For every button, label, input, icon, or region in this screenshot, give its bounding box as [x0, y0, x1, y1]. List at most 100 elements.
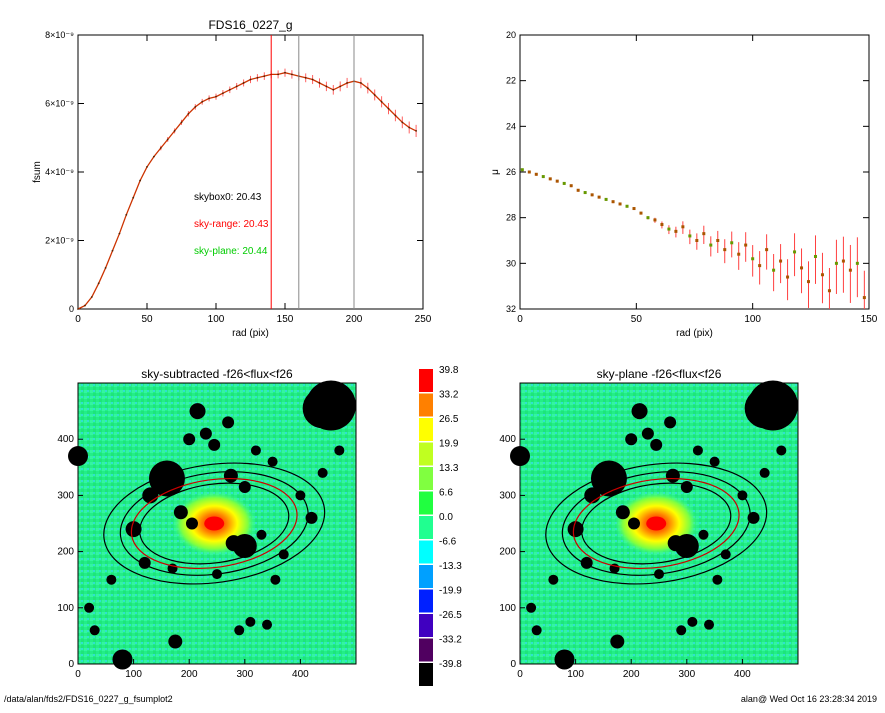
masked-source: [256, 529, 267, 540]
y-tick-label: 300: [57, 490, 74, 501]
colorbar-label: 0.0: [439, 512, 453, 523]
data-point: [681, 225, 685, 229]
colorbar-label: -19.9: [439, 586, 462, 597]
colorbar-label: -6.6: [439, 537, 457, 548]
isophote-ellipse: [119, 471, 309, 576]
colorbar-swatch: [419, 442, 433, 466]
data-point: [180, 121, 183, 124]
masked-source: [270, 574, 281, 585]
data-point: [590, 193, 594, 197]
x-tick-label: 100: [125, 669, 142, 680]
colorbar-swatch: [419, 491, 433, 515]
data-point: [583, 191, 587, 195]
colorbar-swatch: [419, 418, 433, 441]
y-tick-label: 200: [499, 547, 516, 558]
data-point: [723, 248, 727, 252]
masked-source: [687, 616, 698, 627]
x-tick-label: 150: [861, 314, 878, 325]
isophote-ellipse: [130, 477, 298, 570]
data-point: [541, 175, 545, 179]
data-point: [325, 85, 328, 88]
data-point: [688, 234, 692, 238]
data-point: [332, 88, 335, 91]
masked-source: [698, 529, 709, 540]
data-point: [737, 252, 741, 256]
masked-source: [650, 438, 663, 451]
masked-source: [631, 403, 648, 420]
colorbar-label: 39.8: [439, 365, 459, 376]
masked-source: [234, 625, 245, 636]
data-point: [215, 95, 217, 98]
galaxy-peak: [646, 516, 667, 531]
masked-source: [712, 574, 723, 585]
y-tick-label: 32: [506, 304, 516, 314]
masked-source: [548, 574, 559, 585]
masked-source: [334, 445, 345, 456]
data-point: [765, 248, 769, 252]
series-line: [77, 72, 417, 310]
isophote-ellipse: [581, 482, 732, 565]
data-point: [548, 177, 552, 181]
isophote-ellipse: [561, 471, 751, 576]
data-point: [555, 179, 559, 183]
data-point: [373, 94, 376, 96]
masked-source: [173, 505, 188, 520]
data-point: [569, 184, 573, 188]
masked-source: [610, 634, 625, 649]
y-axis-label: μ: [490, 169, 501, 175]
masked-source: [106, 574, 117, 585]
data-point: [862, 296, 866, 300]
masked-source: [222, 416, 235, 429]
data-point: [194, 106, 197, 108]
data-point: [827, 289, 831, 293]
masked-source: [245, 616, 256, 627]
y-tick-label: 0: [68, 659, 74, 670]
data-point: [786, 275, 790, 279]
isophote-ellipse: [139, 482, 290, 565]
masked-source: [225, 535, 242, 552]
masked-source: [567, 521, 584, 538]
data-point: [702, 232, 706, 236]
masked-source: [84, 602, 95, 613]
data-point: [249, 78, 252, 81]
data-point: [793, 250, 797, 254]
colorbar-label: 13.3: [439, 463, 459, 474]
data-point: [166, 138, 169, 141]
masked-source: [667, 535, 684, 552]
chart-title: FDS16_0227_g: [208, 18, 292, 32]
data-point: [84, 304, 86, 307]
x-tick-label: 100: [567, 669, 584, 680]
masked-source: [776, 445, 787, 456]
data-point: [242, 82, 245, 84]
masked-source: [317, 467, 328, 478]
x-tick-label: 200: [181, 669, 198, 680]
x-tick-label: 0: [75, 669, 81, 680]
x-tick-label: 400: [292, 669, 309, 680]
data-point: [813, 254, 817, 258]
x-tick-label: 50: [141, 314, 153, 325]
y-tick-label: 2×10⁻⁹: [45, 236, 74, 246]
data-point: [339, 85, 342, 88]
data-point: [77, 308, 79, 310]
y-tick-label: 8×10⁻⁹: [45, 30, 74, 40]
data-point: [187, 112, 190, 115]
plot-frame: [519, 34, 870, 310]
data-point: [311, 78, 314, 81]
data-point: [222, 92, 224, 95]
data-point: [139, 179, 142, 182]
x-tick-label: 0: [75, 314, 81, 325]
data-point: [820, 273, 824, 277]
x-axis-label: rad (pix): [232, 328, 269, 339]
data-point: [632, 207, 636, 211]
masked-source: [615, 505, 630, 520]
x-tick-label: 200: [346, 314, 363, 325]
masked-source: [665, 468, 680, 483]
data-point: [751, 257, 755, 261]
colorbar-swatch: [419, 516, 433, 539]
x-tick-label: 0: [517, 314, 523, 325]
data-point: [611, 200, 615, 204]
x-tick-label: 300: [236, 669, 253, 680]
data-point: [277, 73, 279, 76]
masked-source: [692, 445, 703, 456]
masked-source: [262, 619, 273, 630]
